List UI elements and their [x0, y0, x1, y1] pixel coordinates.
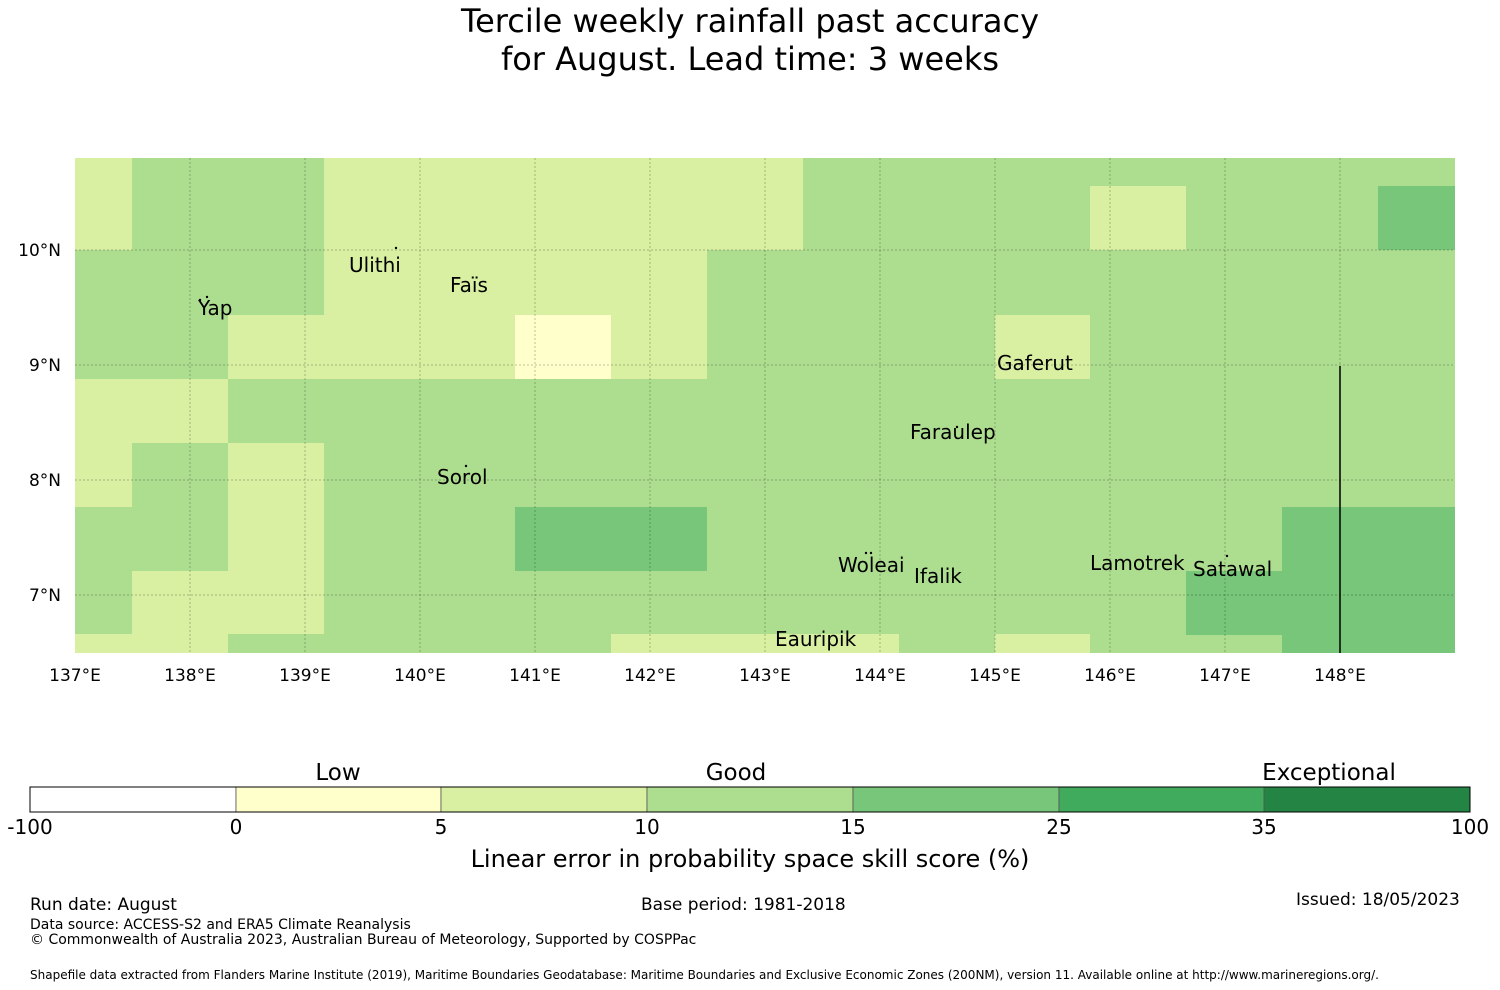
lat-tick-label: 10°N [18, 241, 61, 261]
shapefile-credit: Shapefile data extracted from Flanders M… [30, 968, 1379, 982]
base-period: Base period: 1981-2018 [641, 895, 846, 915]
island-label: Woleai [838, 553, 905, 577]
lon-tick-label: 147°E [1199, 666, 1251, 686]
lon-tick-label: 146°E [1084, 666, 1136, 686]
grid-cell [75, 634, 228, 653]
grid-cell [611, 634, 899, 653]
island-mark [864, 551, 868, 555]
lat-tick-label: 8°N [29, 471, 61, 491]
category-good: Good [705, 760, 767, 786]
island-label: Ulithi [349, 253, 401, 277]
lon-tick-label: 144°E [854, 666, 906, 686]
grid-cell [75, 158, 132, 250]
copyright: © Commonwealth of Australia 2023, Austra… [30, 932, 697, 948]
tick-label: 10 [634, 815, 660, 839]
island-mark [205, 295, 209, 299]
island-label: Ifalik [914, 564, 962, 588]
colorbar-caption: Linear error in probability space skill … [470, 845, 1030, 873]
grid-cell [1282, 507, 1455, 653]
category-exceptional: Exceptional [1262, 760, 1396, 786]
island-mark [1225, 554, 1229, 558]
grid-cell [1186, 571, 1282, 635]
tick-label: 100 [1450, 815, 1490, 839]
lat-tick-label: 9°N [29, 356, 61, 376]
island-label: Eauripik [775, 627, 857, 651]
island-mark [955, 425, 959, 429]
colorbar-segment [646, 786, 854, 813]
lon-tick-label: 139°E [279, 666, 331, 686]
axis-labels: 137°E 138°E 139°E 140°E 141°E 142°E 143°E 144°E… [18, 241, 1366, 686]
lon-tick-label: 148°E [1314, 666, 1366, 686]
island-mark [394, 246, 398, 250]
island-mark [198, 298, 202, 302]
tick-label: 0 [229, 815, 243, 839]
graticule [75, 158, 1455, 653]
colorbar-segment [852, 786, 1060, 813]
grid-cell [515, 315, 611, 379]
tick-label: 25 [1046, 815, 1072, 839]
colorbar-segment [235, 786, 442, 813]
grid-cell [515, 507, 707, 571]
grid-cell [995, 634, 1090, 653]
lon-tick-label: 142°E [624, 666, 676, 686]
lon-tick-label: 145°E [969, 666, 1021, 686]
skill-grid [75, 158, 1455, 653]
tick-label: -100 [7, 815, 53, 839]
colorbar-segment [1263, 786, 1471, 813]
tick-label: 35 [1251, 815, 1277, 839]
lon-tick-label: 141°E [509, 666, 561, 686]
lon-tick-label: 137°E [49, 666, 101, 686]
island-labels: Ulithi Yap Faïs Gaferut Faraulep Sorol Woleai I… [197, 246, 1272, 651]
title-line-2: for August. Lead time: 3 weeks [500, 40, 1000, 78]
grid-cell [995, 315, 1090, 379]
colorbar [29, 786, 1471, 813]
tick-label: 15 [840, 815, 866, 839]
grid-cell [228, 315, 707, 379]
category-low: Low [315, 760, 361, 786]
issued-date: Issued: 18/05/2023 [1296, 890, 1460, 910]
island-label: Faïs [450, 273, 488, 297]
island-label: Lamotrek [1090, 551, 1185, 575]
title-line-1: Tercile weekly rainfall past accuracy [460, 2, 1039, 40]
island-mark [869, 551, 873, 555]
data-source: Data source: ACCESS-S2 and ERA5 Climate … [30, 917, 411, 933]
lon-tick-label: 138°E [164, 666, 216, 686]
grid-cell [1090, 186, 1186, 250]
tick-label: 5 [434, 815, 448, 839]
colorbar-segment [29, 786, 237, 813]
grid-cell [132, 571, 324, 634]
grid-cell [75, 443, 132, 507]
island-label: Faraulep [910, 420, 996, 444]
island-label: Satawal [1193, 557, 1272, 581]
run-date: Run date: August [30, 895, 177, 915]
grid-cell [324, 250, 707, 315]
colorbar-segment [1058, 786, 1265, 813]
island-mark [464, 464, 468, 468]
lat-tick-label: 7°N [29, 586, 61, 606]
lon-tick-label: 143°E [739, 666, 791, 686]
grid-cell [324, 158, 803, 250]
lon-tick-label: 140°E [394, 666, 446, 686]
colorbar-frame [29, 786, 1471, 813]
island-label: Sorol [437, 465, 488, 489]
grid-cell [228, 443, 324, 571]
island-label: Yap [197, 296, 232, 320]
island-label: Gaferut [997, 351, 1073, 375]
grid-cell [1378, 186, 1455, 250]
colorbar-segment [440, 786, 648, 813]
grid-cell [75, 379, 228, 443]
